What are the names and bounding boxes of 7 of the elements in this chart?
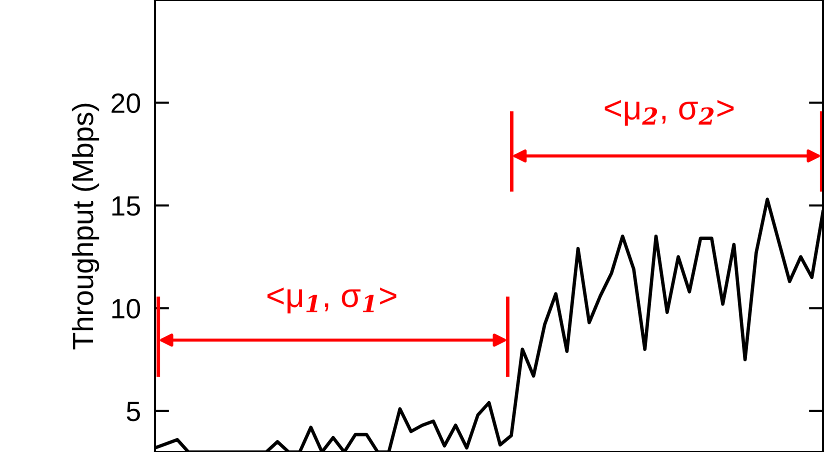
y-tick-label: 5 <box>126 402 140 422</box>
y-tick-label: 10 <box>112 298 140 319</box>
y-tick-label: 15 <box>112 196 140 216</box>
y-axis-title: Throughput (Mbps) <box>72 104 100 350</box>
annotation: <μ$_{1}$, σ$_{1}$> <box>268 288 396 314</box>
y-tick-label: 20 <box>112 93 140 114</box>
annotation: <μ$_{2}$, σ$_{2}$> <box>604 100 734 126</box>
